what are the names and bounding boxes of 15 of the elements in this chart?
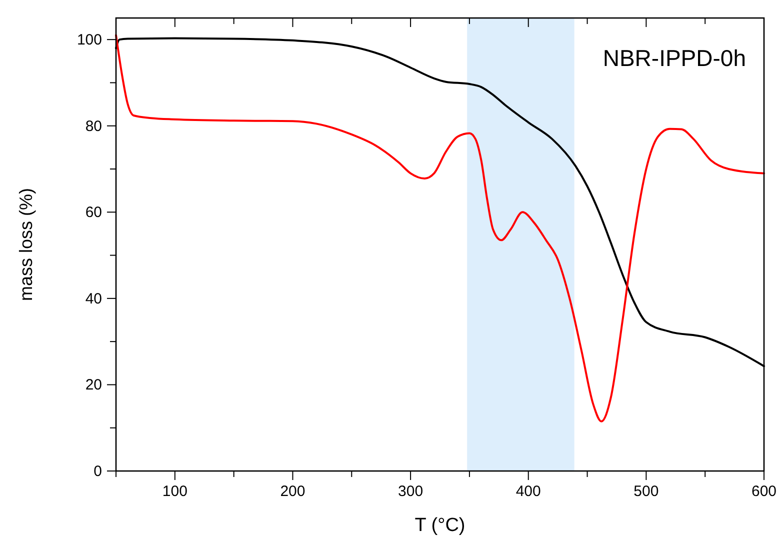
y-tick-label: 0 [94, 463, 102, 480]
x-axis-title: T (°C) [414, 515, 466, 536]
annotation: NBR-IPPD-0h [602, 45, 746, 71]
x-tick-label: 600 [751, 483, 777, 500]
y-tick-label: 40 [85, 290, 102, 308]
y-tick-label: 80 [85, 118, 102, 135]
y-tick-label: 20 [85, 376, 102, 394]
y-tick-label: 100 [76, 32, 102, 49]
x-tick-label: 100 [162, 483, 188, 500]
x-tick-label: 400 [516, 483, 541, 500]
y-tick-label: 60 [85, 204, 102, 222]
y-axis-title: mass loss (%) [16, 188, 36, 302]
x-tick-label: 500 [634, 483, 659, 500]
x-tick-label: 300 [398, 483, 424, 500]
x-tick-label: 200 [280, 483, 306, 500]
